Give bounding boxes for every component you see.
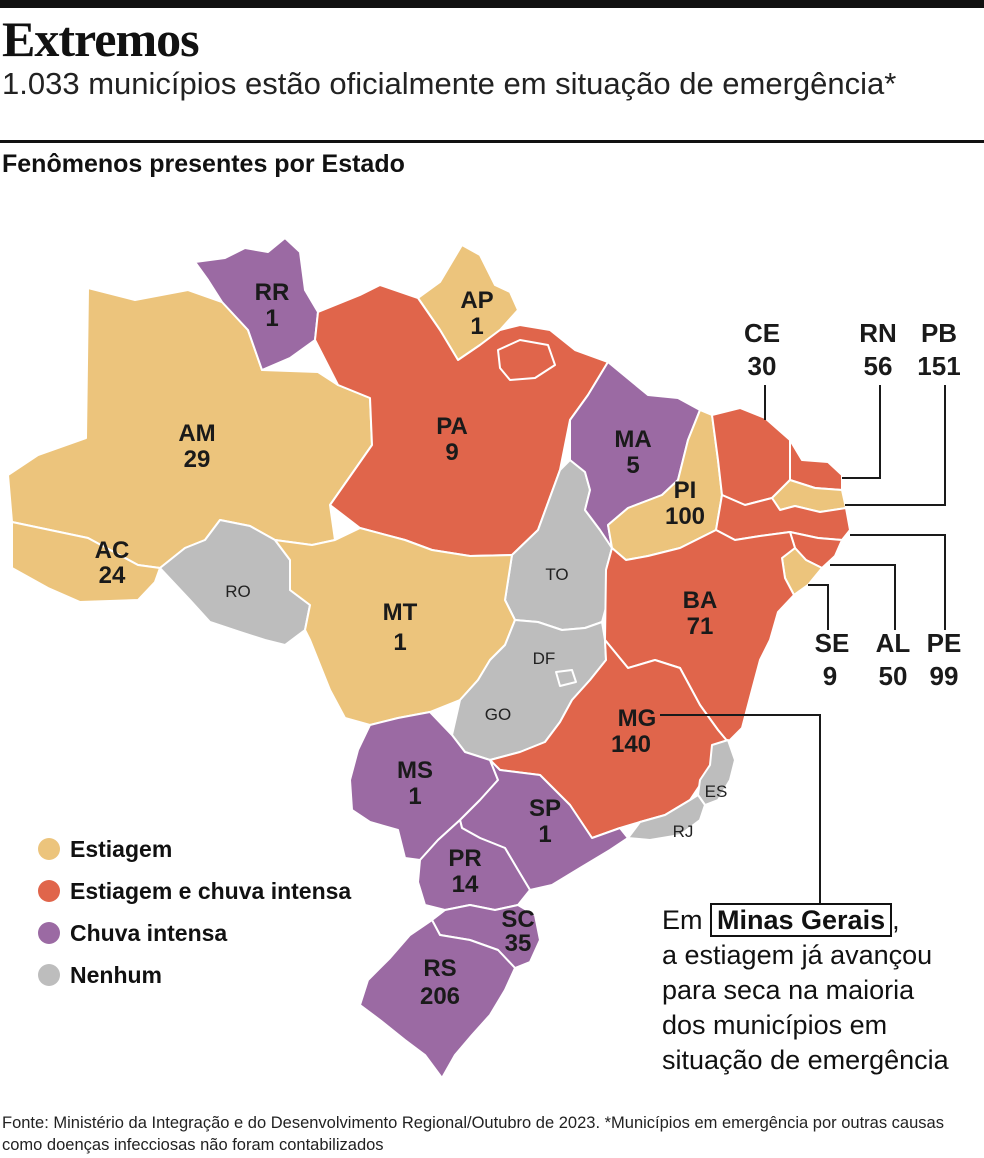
state-RJ — [627, 794, 706, 841]
page-subtitle: 1.033 municípios estão oficialmente em s… — [2, 66, 897, 101]
count-AC: 24 — [99, 562, 126, 589]
legend-label-nenhum: Nenhum — [70, 961, 162, 988]
leader-line-PB — [845, 385, 946, 506]
legend-swatch-estiagem-chuva — [38, 880, 60, 902]
top-rule — [0, 0, 984, 8]
label-DF: DF — [533, 649, 556, 668]
label-PA: PA — [436, 413, 468, 440]
label-CE: CE — [744, 318, 780, 348]
label-AL: AL — [876, 628, 911, 658]
count-PE: 99 — [930, 661, 959, 691]
label-PI: PI — [674, 477, 697, 504]
count-MS: 1 — [408, 783, 421, 810]
label-PB: PB — [921, 318, 957, 348]
count-MA: 5 — [626, 452, 639, 479]
source-footnote: Fonte: Ministério da Integração e do Des… — [2, 1114, 944, 1154]
legend-label-estiagem: Estiagem — [70, 835, 173, 862]
leader-line-RN — [842, 385, 881, 479]
count-PR: 14 — [452, 871, 479, 898]
state-ES — [697, 739, 736, 806]
legend-label-estiagem-chuva: Estiagem e chuva intensa — [70, 877, 352, 904]
annotation-suffix: , — [892, 905, 900, 935]
label-TO: TO — [545, 565, 568, 584]
leader-line-PE — [850, 534, 946, 630]
label-RS: RS — [423, 955, 456, 982]
state-AC — [11, 521, 161, 603]
state-RS — [359, 919, 516, 1079]
count-BA: 71 — [687, 613, 714, 640]
label-PE: PE — [927, 628, 962, 658]
label-AC: AC — [95, 537, 130, 564]
label-MS: MS — [397, 757, 433, 784]
label-ES: ES — [705, 782, 728, 801]
legend-swatch-estiagem — [38, 838, 60, 860]
map-legend: Estiagem Estiagem e chuva intensa Chuva … — [38, 828, 351, 996]
count-MT: 1 — [393, 629, 406, 656]
leader-line-MG — [660, 714, 821, 905]
count-SC: 35 — [505, 930, 532, 957]
page-title: Extremos — [2, 11, 200, 67]
section-title: Fenômenos presentes por Estado — [2, 150, 405, 178]
annotation-line-4: dos municípios em — [662, 1010, 888, 1040]
count-PA: 9 — [445, 439, 458, 466]
legend-item-estiagem-chuva: Estiagem e chuva intensa — [38, 870, 351, 912]
label-SC: SC — [501, 906, 534, 933]
label-MA: MA — [614, 426, 651, 453]
leader-line-SE — [808, 584, 829, 630]
label-RR: RR — [255, 279, 290, 306]
label-PR: PR — [448, 845, 481, 872]
legend-swatch-nenhum — [38, 964, 60, 986]
count-AL: 50 — [879, 661, 908, 691]
annotation-line-2: a estiagem já avançou — [662, 940, 933, 970]
label-MG: MG — [618, 705, 657, 732]
legend-item-estiagem: Estiagem — [38, 828, 351, 870]
label-SE: SE — [815, 628, 850, 658]
count-AM: 29 — [184, 446, 211, 473]
annotation-line-5: situação de emergência — [662, 1045, 949, 1075]
state-DF — [555, 669, 577, 687]
legend-label-chuva: Chuva intensa — [70, 919, 228, 946]
count-AP: 1 — [470, 313, 483, 340]
annotation-highlight: Minas Gerais — [710, 903, 893, 937]
count-CE: 30 — [748, 351, 777, 381]
label-AM: AM — [178, 420, 215, 447]
label-SP: SP — [529, 795, 561, 822]
count-PB: 151 — [917, 351, 960, 381]
count-RR: 1 — [265, 305, 278, 332]
leader-line-AL — [830, 564, 896, 630]
count-MG: 140 — [611, 731, 651, 758]
label-RN: RN — [859, 318, 897, 348]
label-MT: MT — [383, 599, 418, 626]
mg-annotation: Em Minas Gerais, a estiagem já avançou p… — [662, 903, 980, 1078]
annotation-line-3: para seca na maioria — [662, 975, 915, 1005]
annotation-prefix: Em — [662, 905, 703, 935]
label-BA: BA — [683, 587, 718, 614]
annotation-line-1: Em Minas Gerais, — [662, 903, 980, 938]
legend-swatch-chuva — [38, 922, 60, 944]
legend-item-nenhum: Nenhum — [38, 954, 351, 996]
label-AP: AP — [460, 287, 493, 314]
label-RO: RO — [225, 582, 251, 601]
count-PI: 100 — [665, 503, 705, 530]
label-GO: GO — [485, 705, 511, 724]
legend-item-chuva: Chuva intensa — [38, 912, 351, 954]
header-divider — [0, 140, 984, 143]
count-RS: 206 — [420, 983, 460, 1010]
label-RJ: RJ — [673, 822, 694, 841]
island-marajo — [497, 339, 556, 381]
count-SE: 9 — [823, 661, 837, 691]
count-RN: 56 — [864, 351, 893, 381]
count-SP: 1 — [538, 821, 551, 848]
